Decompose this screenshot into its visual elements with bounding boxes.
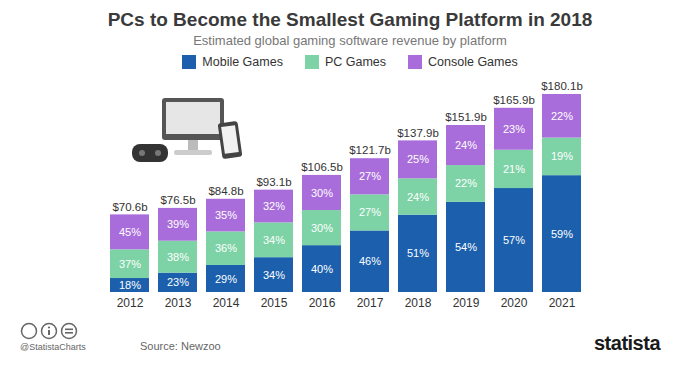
svg-text:34%: 34% <box>263 234 285 246</box>
svg-text:39%: 39% <box>167 218 189 230</box>
svg-text:32%: 32% <box>263 200 285 212</box>
svg-text:2015: 2015 <box>261 296 288 310</box>
svg-text:54%: 54% <box>455 241 477 253</box>
svg-text:38%: 38% <box>167 251 189 263</box>
svg-text:25%: 25% <box>407 153 429 165</box>
svg-text:51%: 51% <box>407 247 429 259</box>
svg-text:45%: 45% <box>119 226 141 238</box>
html-text:Console Games: Console Games <box>428 55 518 69</box>
html-text:statista: statista <box>594 332 660 354</box>
svg-text:27%: 27% <box>359 206 381 218</box>
svg-text:2019: 2019 <box>453 296 480 310</box>
svg-text:22%: 22% <box>455 177 477 189</box>
svg-text:18%: 18% <box>119 279 141 291</box>
html-text:PCs to Become the Smallest Gam: PCs to Become the Smallest Gaming Platfo… <box>107 9 593 30</box>
svg-text:24%: 24% <box>407 191 429 203</box>
svg-text:2013: 2013 <box>165 296 192 310</box>
svg-text:$93.1b: $93.1b <box>256 176 291 188</box>
svg-text:23%: 23% <box>503 123 525 135</box>
svg-text:$76.5b: $76.5b <box>160 194 195 206</box>
svg-text:$121.7b: $121.7b <box>349 144 391 156</box>
svg-text:$106.5b: $106.5b <box>301 161 343 173</box>
svg-text:2021: 2021 <box>549 296 576 310</box>
svg-text:2012: 2012 <box>117 296 144 310</box>
svg-text:24%: 24% <box>455 139 477 151</box>
svg-text:37%: 37% <box>119 258 141 270</box>
html-text:Estimated global gaming softwa: Estimated global gaming software revenue… <box>193 33 507 48</box>
svg-text:2018: 2018 <box>405 296 432 310</box>
svg-text:$84.8b: $84.8b <box>208 185 243 197</box>
svg-text:$180.1b: $180.1b <box>541 80 583 92</box>
svg-text:$151.9b: $151.9b <box>445 111 487 123</box>
svg-text:$137.9b: $137.9b <box>397 127 439 139</box>
svg-text:34%: 34% <box>263 269 285 281</box>
svg-text:2016: 2016 <box>309 296 336 310</box>
svg-text:57%: 57% <box>503 234 525 246</box>
svg-text:2017: 2017 <box>357 296 384 310</box>
svg-text:59%: 59% <box>551 228 573 240</box>
html-text:PC Games: PC Games <box>324 55 386 69</box>
svg-text:27%: 27% <box>359 170 381 182</box>
svg-text:46%: 46% <box>359 255 381 267</box>
svg-text:40%: 40% <box>311 263 333 275</box>
html-text:Source: Newzoo: Source: Newzoo <box>140 340 221 352</box>
svg-text:2014: 2014 <box>213 296 240 310</box>
svg-text:2020: 2020 <box>501 296 528 310</box>
svg-text:19%: 19% <box>551 150 573 162</box>
html-text:@StatistaCharts: @StatistaCharts <box>20 342 86 352</box>
svg-text:$165.9b: $165.9b <box>493 94 535 106</box>
svg-text:30%: 30% <box>311 186 333 198</box>
svg-text:29%: 29% <box>215 273 237 285</box>
svg-text:36%: 36% <box>215 242 237 254</box>
svg-text:23%: 23% <box>167 276 189 288</box>
svg-text:$70.6b: $70.6b <box>112 201 147 213</box>
svg-text:35%: 35% <box>215 209 237 221</box>
svg-text:22%: 22% <box>551 110 573 122</box>
svg-text:21%: 21% <box>503 163 525 175</box>
html-text:Mobile Games: Mobile Games <box>202 55 283 69</box>
svg-text:30%: 30% <box>311 222 333 234</box>
